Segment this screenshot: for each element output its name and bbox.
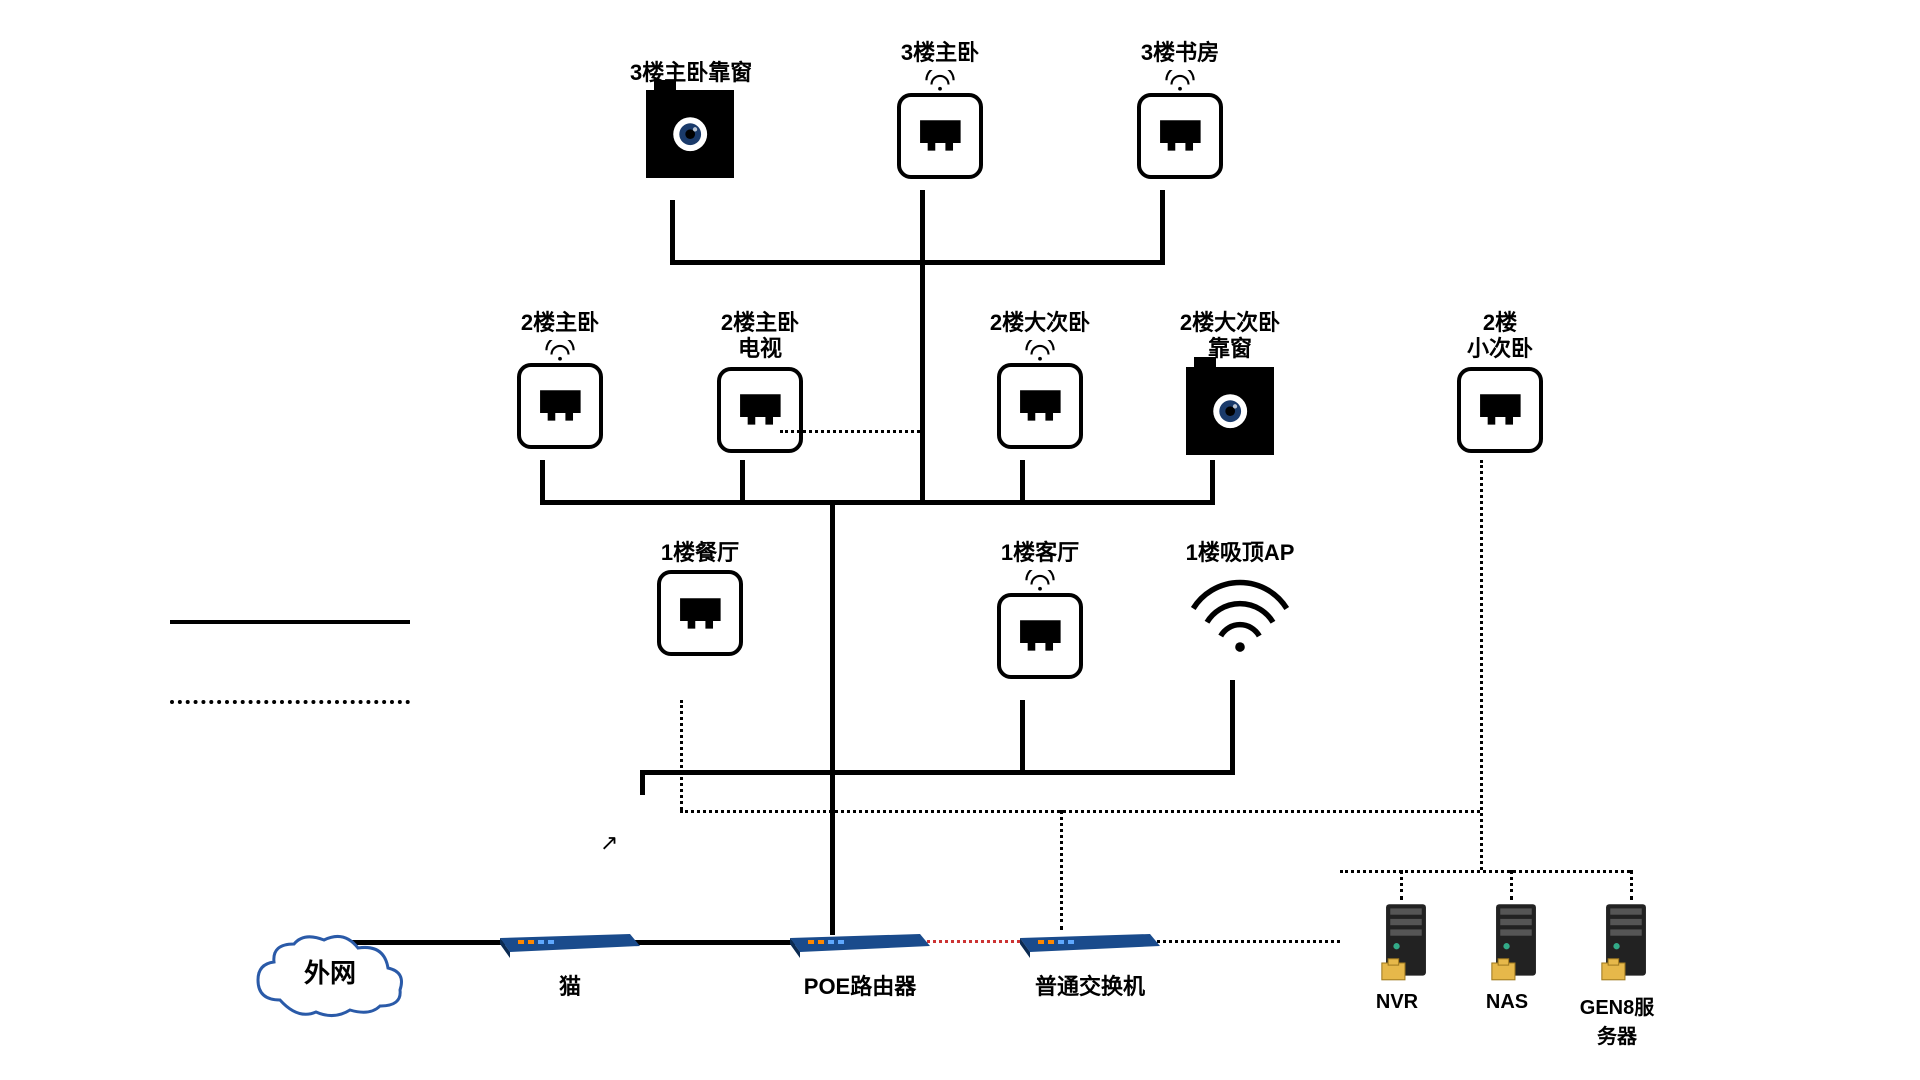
connection-line <box>740 460 745 505</box>
node-label: 2楼主卧 电视 <box>700 310 820 363</box>
wifi-icon <box>980 340 1100 360</box>
connection-line <box>920 260 925 505</box>
device-label: POE路由器 <box>790 969 930 1001</box>
wifi-icon <box>880 70 1000 90</box>
connection-line <box>830 500 835 775</box>
connection-line <box>1230 680 1235 775</box>
node-label: 2楼大次卧 靠窗 <box>1170 310 1290 363</box>
node-n2_big: 2楼大次卧 <box>980 310 1100 449</box>
connection-line <box>670 260 925 265</box>
connection-line-dotted <box>680 810 1480 813</box>
connection-line-dotted <box>1400 870 1403 900</box>
legend-solid-line <box>170 620 410 624</box>
connection-line-dotted <box>1060 810 1063 930</box>
node-n2_small: 2楼 小次卧 <box>1440 310 1560 453</box>
node-label: 3楼书房 <box>1120 40 1240 66</box>
connection-line-dotted <box>780 430 920 433</box>
ethernet-port-icon <box>517 363 603 449</box>
server-icon <box>1590 900 1662 989</box>
ethernet-port-icon <box>997 593 1083 679</box>
device-nvr: NVR <box>1370 900 1442 1014</box>
svg-text:外网: 外网 <box>304 958 356 988</box>
node-label: 2楼主卧 <box>500 310 620 336</box>
node-n1_dine: 1楼餐厅 <box>640 540 760 656</box>
connection-line <box>540 460 545 505</box>
connection-line-dotted <box>1340 870 1630 873</box>
node-n2_main: 2楼主卧 <box>500 310 620 449</box>
device-label: GEN8服务器 <box>1572 991 1662 1049</box>
connection-line <box>920 190 925 265</box>
network-diagram: 3楼主卧靠窗 3楼主卧 3楼书房 2楼主卧 2楼主卧 电视 2楼大次卧 2楼大次… <box>0 0 1920 1080</box>
node-n3_main: 3楼主卧 <box>880 40 1000 179</box>
connection-line-dotted <box>1140 940 1340 943</box>
device-wan: 外网 <box>250 930 410 1025</box>
node-label: 1楼吸顶AP <box>1180 540 1300 566</box>
switch-icon <box>1020 930 1160 963</box>
connection-line <box>740 500 1025 505</box>
node-n1_living: 1楼客厅 <box>980 540 1100 679</box>
ethernet-port-icon <box>897 93 983 179</box>
wifi-icon <box>980 570 1100 590</box>
connection-line <box>1020 460 1025 505</box>
connection-line-dotted <box>920 430 923 460</box>
connection-line <box>1020 500 1215 505</box>
device-label: NAS <box>1462 991 1552 1014</box>
device-label: NVR <box>1352 991 1442 1014</box>
ethernet-port-icon <box>997 363 1083 449</box>
ethernet-port-icon <box>657 570 743 656</box>
device-sw: 普通交换机 <box>1020 930 1160 1001</box>
switch-icon <box>790 930 930 963</box>
switch-icon <box>500 930 640 963</box>
ethernet-port-icon <box>1137 93 1223 179</box>
connection-line <box>670 200 675 265</box>
connection-line-dotted <box>1480 460 1483 870</box>
node-n3_cam: 3楼主卧靠窗 <box>630 60 750 178</box>
connection-line <box>620 940 795 945</box>
cloud-icon: 外网 <box>250 930 410 1025</box>
connection-line <box>1160 190 1165 265</box>
connection-line-dotted <box>1630 870 1633 900</box>
access-point-icon <box>1185 570 1295 658</box>
device-label: 普通交换机 <box>1020 969 1160 1001</box>
connection-line <box>640 770 1235 775</box>
server-icon <box>1480 900 1552 989</box>
connection-line-dotted <box>1510 870 1513 900</box>
connection-line-dotted <box>680 700 683 810</box>
wifi-icon <box>1120 70 1240 90</box>
legend-dotted-line <box>170 700 410 704</box>
wifi-icon <box>500 340 620 360</box>
camera-icon <box>1186 367 1274 455</box>
node-label: 3楼主卧靠窗 <box>630 60 750 86</box>
device-label: 猫 <box>500 969 640 1001</box>
connection-line <box>1210 460 1215 505</box>
device-nas: NAS <box>1480 900 1552 1014</box>
ethernet-port-icon <box>717 367 803 453</box>
node-label: 2楼 小次卧 <box>1440 310 1560 363</box>
node-label: 1楼客厅 <box>980 540 1100 566</box>
connection-line <box>540 500 745 505</box>
connection-line <box>640 770 645 795</box>
camera-icon <box>646 90 734 178</box>
ethernet-port-icon <box>1457 367 1543 453</box>
device-modem: 猫 <box>500 930 640 1001</box>
device-poe: POE路由器 <box>790 930 930 1001</box>
node-label: 1楼餐厅 <box>640 540 760 566</box>
node-n1_ap: 1楼吸顶AP <box>1180 540 1300 658</box>
device-gen8: GEN8服务器 <box>1590 900 1662 1049</box>
connection-line <box>830 770 835 935</box>
node-label: 3楼主卧 <box>880 40 1000 66</box>
connection-line <box>1020 700 1025 775</box>
connection-line <box>920 260 1165 265</box>
node-label: 2楼大次卧 <box>980 310 1100 336</box>
node-n3_study: 3楼书房 <box>1120 40 1240 179</box>
node-n2_cam: 2楼大次卧 靠窗 <box>1170 310 1290 455</box>
server-icon <box>1370 900 1442 989</box>
cursor-icon: ↖ <box>600 830 618 856</box>
